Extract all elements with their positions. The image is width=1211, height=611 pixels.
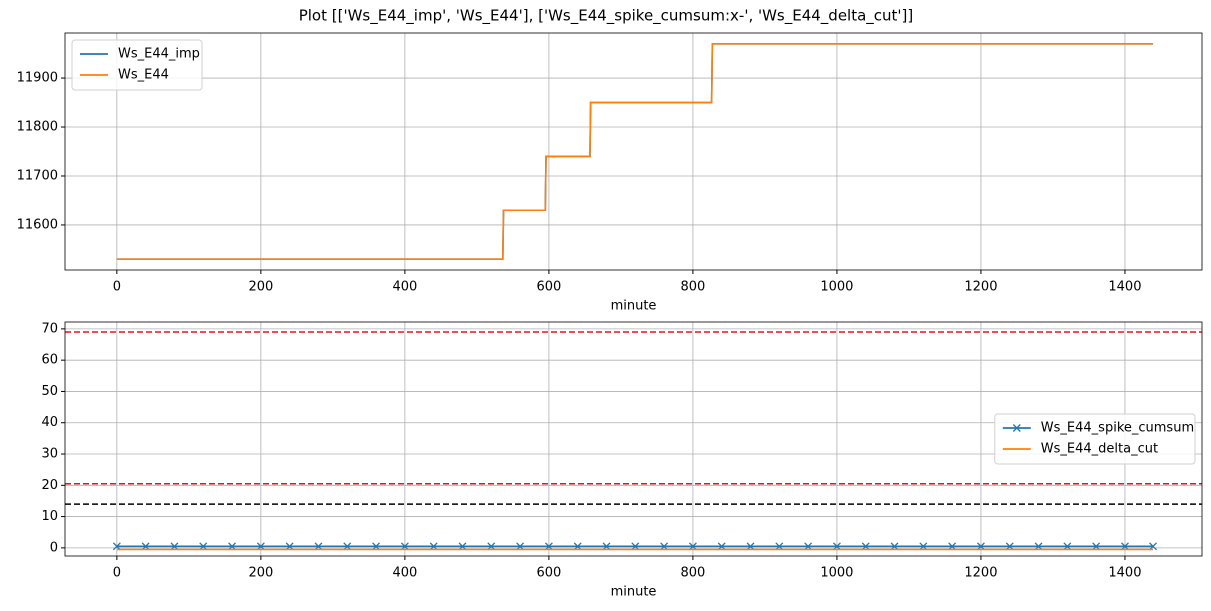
x-axis-label: minute [611, 585, 657, 600]
x-tick-label: 200 [248, 280, 273, 295]
x-tick-label: 1400 [1108, 280, 1141, 295]
x-tick-label: 400 [392, 566, 417, 581]
legend-box [994, 413, 1196, 465]
y-tick-label: 70 [41, 321, 58, 336]
y-tick-label: 11900 [17, 71, 58, 86]
x-tick-label: 200 [248, 566, 273, 581]
figure-title: Plot [['Ws_E44_imp', 'Ws_E44'], ['Ws_E44… [299, 7, 914, 26]
y-tick-label: 30 [41, 447, 58, 462]
legend-label: Ws_E44_imp [118, 47, 200, 62]
y-tick-label: 11700 [17, 168, 58, 183]
x-tick-label: 0 [113, 280, 121, 295]
legend-label: Ws_E44_spike_cumsum [1041, 421, 1194, 436]
y-tick-label: 20 [41, 478, 58, 493]
x-tick-label: 800 [680, 566, 705, 581]
x-tick-label: 1400 [1108, 566, 1141, 581]
plot-area [116, 42, 1154, 261]
legend-box [71, 39, 203, 91]
x-tick-label: 600 [536, 280, 561, 295]
x-tick-label: 1000 [820, 280, 853, 295]
y-tick-label: 50 [41, 384, 58, 399]
y-tick-label: 0 [50, 540, 58, 555]
x-tick-label: 0 [113, 566, 121, 581]
y-tick-label: 40 [41, 415, 58, 430]
legend-label: Ws_E44_delta_cut [1041, 442, 1158, 457]
x-tick-label: 1200 [964, 280, 997, 295]
y-tick-label: 10 [41, 509, 58, 524]
axes-frame [64, 321, 1203, 557]
x-tick-label: 1200 [964, 566, 997, 581]
x-tick-label: 400 [392, 280, 417, 295]
y-tick-label: 11600 [17, 217, 58, 232]
axes-frame [64, 32, 1203, 271]
series-line [116, 42, 1154, 261]
series-line [116, 42, 1154, 261]
y-tick-label: 60 [41, 353, 58, 368]
y-tick-label: 11800 [17, 120, 58, 135]
legend-label: Ws_E44 [118, 68, 169, 83]
x-tick-label: 800 [680, 280, 705, 295]
plot-area [65, 331, 1202, 551]
x-tick-label: 1000 [820, 566, 853, 581]
x-axis-label: minute [611, 299, 657, 314]
x-tick-label: 600 [536, 566, 561, 581]
legend-marker [1012, 424, 1021, 432]
